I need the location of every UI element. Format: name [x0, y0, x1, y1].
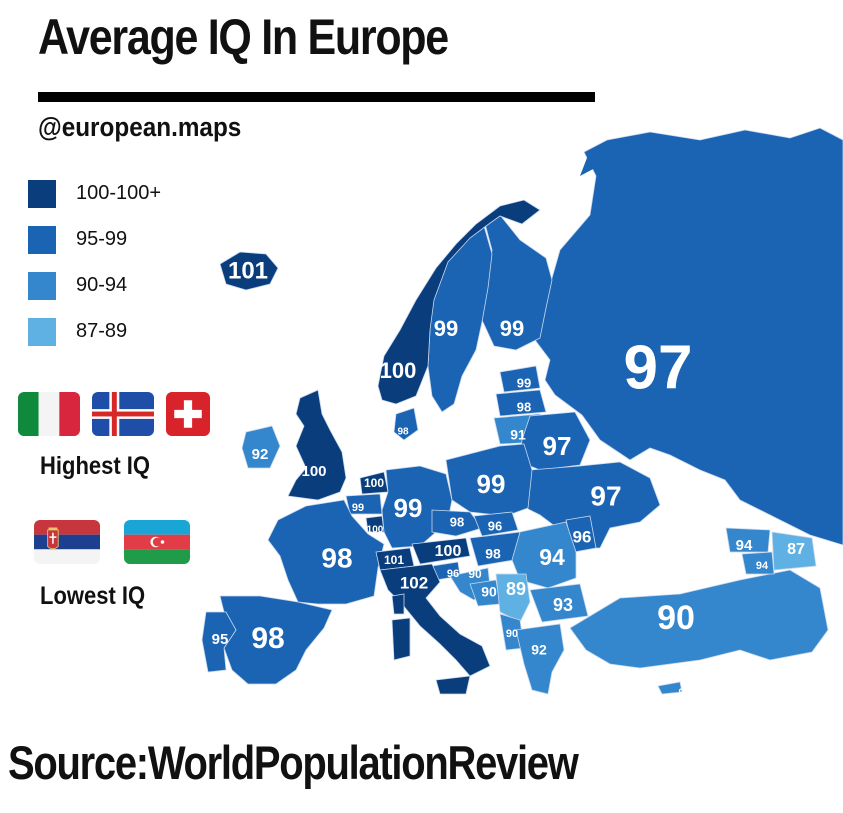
poland-shape	[445, 443, 533, 517]
russia-shape	[534, 127, 843, 546]
legend-label: 90-94	[76, 274, 128, 296]
legend-item-100-plus: 100-100+	[28, 180, 228, 210]
iceland-flag	[92, 392, 154, 436]
russia-iq-label: 97	[624, 333, 693, 402]
sweden-iq-label: 99	[434, 316, 458, 341]
serbia-shape	[495, 573, 531, 623]
united-kingdom-iq-label: 100	[301, 463, 326, 480]
iceland-iq-label: 101	[228, 257, 268, 284]
hungary-iq-label: 98	[485, 546, 501, 562]
legend-item-87-89: 87-89	[28, 318, 228, 348]
author-handle: @european.maps	[38, 112, 242, 142]
legend-label: 87-89	[76, 320, 128, 342]
albania-iq-label: 90	[506, 628, 518, 640]
sardinia-shape	[391, 617, 411, 661]
slovenia-iq-label: 96	[447, 568, 459, 580]
italy-shape	[379, 563, 491, 677]
novaya-zemlya-shape	[580, 138, 640, 176]
portugal-iq-label: 95	[212, 631, 229, 648]
czechia-iq-label: 98	[450, 514, 464, 529]
ukraine-iq-label: 97	[590, 480, 621, 511]
serbia-iq-label: 89	[506, 579, 526, 599]
romania-iq-label: 94	[539, 544, 565, 570]
belarus-iq-label: 97	[543, 431, 572, 461]
united-kingdom-shape	[287, 389, 347, 501]
denmark-shape	[393, 407, 419, 441]
cyprus-shape	[657, 681, 683, 695]
cyprus-iq-label: 91	[678, 688, 690, 699]
romania-shape	[511, 521, 577, 589]
luxembourg-iq-label: 100	[367, 525, 384, 536]
croatia-iq-label: 90	[468, 567, 482, 581]
turkey-shape	[569, 569, 829, 669]
source-credit: Source:WorldPopulationReview	[8, 736, 579, 789]
spain-iq-label: 98	[251, 622, 284, 655]
country-shapes	[201, 127, 843, 695]
finland-iq-label: 99	[500, 316, 524, 341]
denmark-iq-label: 98	[397, 427, 409, 438]
title-underline	[38, 92, 595, 102]
armenia-iq-label: 94	[756, 560, 769, 572]
norway-shape	[377, 199, 541, 405]
switzerland-flag	[166, 392, 210, 436]
ireland-iq-label: 92	[252, 446, 269, 463]
legend-label: 95-99	[76, 228, 128, 250]
turkey-iq-label: 90	[657, 599, 695, 637]
france-shape	[267, 499, 385, 605]
france-iq-label: 98	[321, 542, 352, 573]
bulgaria-iq-label: 93	[553, 595, 573, 615]
norway-iq-label: 100	[380, 358, 417, 383]
legend-item-90-94: 90-94	[28, 272, 228, 302]
legend-swatch	[28, 180, 56, 208]
lowest-iq-label: Lowest IQ	[40, 582, 146, 610]
azerbaijan-flag	[124, 520, 190, 564]
azerbaijan-shape	[771, 531, 817, 571]
legend-swatch	[28, 226, 56, 254]
serbia-flag	[34, 520, 100, 564]
azerbaijan-iq-label: 87	[787, 541, 805, 558]
greece-shape	[515, 623, 565, 695]
greece-iq-label: 92	[531, 642, 547, 658]
switzerland-iq-label: 101	[384, 553, 404, 567]
legend-item-95-99: 95-99	[28, 226, 228, 256]
latvia-shape	[495, 389, 547, 417]
austria-iq-label: 100	[435, 543, 462, 560]
legend-swatch	[28, 318, 56, 346]
legend-label: 100-100+	[76, 182, 162, 204]
highest-iq-label: Highest IQ	[40, 452, 151, 480]
estonia-iq-label: 99	[517, 375, 531, 390]
czechia-shape	[431, 509, 483, 537]
austria-shape	[411, 537, 471, 565]
bulgaria-shape	[529, 583, 589, 623]
germany-iq-label: 99	[394, 493, 423, 523]
belgium-iq-label: 99	[352, 502, 364, 514]
ireland-shape	[241, 425, 281, 469]
page-title: Average IQ In Europe	[38, 9, 449, 65]
georgia-iq-label: 94	[736, 537, 753, 554]
finland-shape	[481, 214, 553, 351]
slovakia-iq-label: 96	[488, 518, 502, 533]
slovakia-shape	[473, 511, 519, 537]
italy-iq-label: 102	[400, 573, 428, 592]
corsica-shape	[391, 593, 405, 615]
estonia-shape	[499, 365, 541, 393]
bosnia-iq-label: 90	[481, 584, 497, 600]
moldova-iq-label: 96	[573, 527, 592, 546]
sicily-shape	[435, 675, 471, 695]
latvia-iq-label: 98	[517, 399, 531, 414]
netherlands-iq-label: 100	[364, 476, 384, 490]
legend-swatch	[28, 272, 56, 300]
armenia-shape	[741, 551, 775, 575]
poland-iq-label: 99	[477, 469, 506, 499]
lithuania-iq-label: 91	[510, 427, 526, 443]
iceland-shape	[219, 251, 279, 291]
italy-flag	[18, 392, 80, 436]
portugal-shape	[201, 611, 237, 673]
